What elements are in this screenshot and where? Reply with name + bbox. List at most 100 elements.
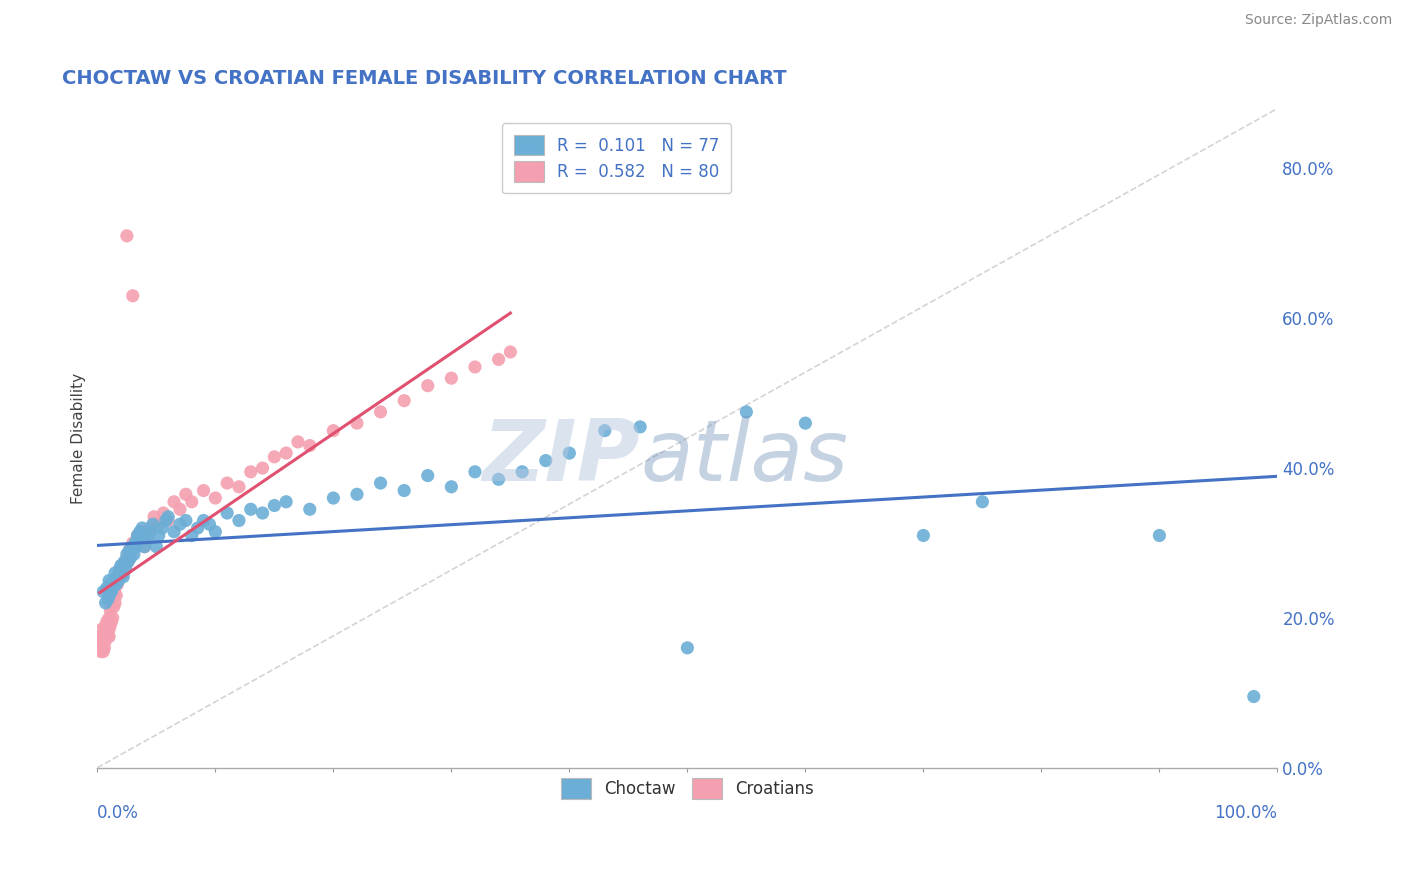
- Point: [180, 528, 202, 542]
- Point: [98, 622, 121, 636]
- Point: [118, 543, 141, 558]
- Point: [104, 596, 127, 610]
- Point: [139, 524, 162, 539]
- Point: [127, 528, 149, 542]
- Point: [217, 506, 239, 520]
- Point: [120, 547, 142, 561]
- Point: [157, 514, 180, 528]
- Point: [440, 371, 463, 385]
- Point: [252, 461, 274, 475]
- Point: [252, 506, 274, 520]
- Point: [108, 562, 131, 576]
- Point: [111, 558, 134, 573]
- Point: [127, 528, 149, 542]
- Point: [145, 540, 167, 554]
- Point: [416, 378, 439, 392]
- Point: [392, 393, 415, 408]
- Point: [276, 495, 298, 509]
- Point: [101, 592, 124, 607]
- Point: [117, 555, 139, 569]
- Point: [128, 524, 150, 539]
- Point: [155, 514, 177, 528]
- Point: [94, 618, 117, 632]
- Point: [593, 424, 616, 438]
- Point: [114, 555, 136, 569]
- Point: [322, 491, 344, 505]
- Point: [163, 495, 186, 509]
- Y-axis label: Female Disability: Female Disability: [72, 373, 86, 504]
- Point: [98, 618, 121, 632]
- Point: [89, 637, 111, 651]
- Point: [628, 420, 651, 434]
- Point: [128, 533, 150, 547]
- Point: [134, 540, 156, 554]
- Point: [392, 483, 415, 498]
- Point: [110, 570, 132, 584]
- Point: [228, 480, 250, 494]
- Point: [1149, 528, 1171, 542]
- Point: [96, 630, 118, 644]
- Point: [204, 491, 226, 505]
- Point: [143, 509, 166, 524]
- Point: [174, 487, 197, 501]
- Point: [105, 577, 128, 591]
- Point: [104, 566, 127, 580]
- Point: [1243, 690, 1265, 704]
- Point: [118, 543, 141, 558]
- Point: [115, 551, 138, 566]
- Point: [90, 644, 112, 658]
- Point: [972, 495, 994, 509]
- Text: Source: ZipAtlas.com: Source: ZipAtlas.com: [1244, 13, 1392, 28]
- Text: atlas: atlas: [640, 417, 848, 500]
- Point: [121, 540, 143, 554]
- Text: ZIP: ZIP: [482, 417, 640, 500]
- Point: [169, 502, 191, 516]
- Point: [180, 495, 202, 509]
- Point: [174, 514, 197, 528]
- Point: [90, 630, 112, 644]
- Point: [121, 289, 143, 303]
- Point: [100, 615, 122, 629]
- Point: [107, 574, 129, 588]
- Point: [135, 528, 157, 542]
- Point: [534, 453, 557, 467]
- Point: [142, 517, 165, 532]
- Point: [105, 589, 128, 603]
- Point: [370, 405, 392, 419]
- Point: [131, 521, 153, 535]
- Point: [136, 533, 159, 547]
- Point: [100, 599, 122, 614]
- Point: [91, 630, 114, 644]
- Point: [263, 499, 285, 513]
- Point: [98, 630, 121, 644]
- Point: [912, 528, 935, 542]
- Point: [239, 465, 262, 479]
- Point: [96, 622, 118, 636]
- Point: [322, 424, 344, 438]
- Point: [150, 521, 173, 535]
- Point: [122, 547, 145, 561]
- Point: [558, 446, 581, 460]
- Point: [370, 476, 392, 491]
- Point: [103, 574, 125, 588]
- Point: [440, 480, 463, 494]
- Point: [97, 615, 120, 629]
- Point: [98, 611, 121, 625]
- Point: [112, 566, 135, 580]
- Point: [91, 633, 114, 648]
- Text: CHOCTAW VS CROATIAN FEMALE DISABILITY CORRELATION CHART: CHOCTAW VS CROATIAN FEMALE DISABILITY CO…: [62, 69, 786, 87]
- Point: [124, 536, 146, 550]
- Point: [416, 468, 439, 483]
- Point: [287, 434, 309, 449]
- Point: [499, 345, 522, 359]
- Point: [114, 562, 136, 576]
- Point: [120, 551, 142, 566]
- Point: [112, 570, 135, 584]
- Point: [794, 416, 817, 430]
- Point: [97, 630, 120, 644]
- Point: [93, 625, 115, 640]
- Point: [135, 528, 157, 542]
- Point: [228, 514, 250, 528]
- Point: [276, 446, 298, 460]
- Point: [676, 640, 699, 655]
